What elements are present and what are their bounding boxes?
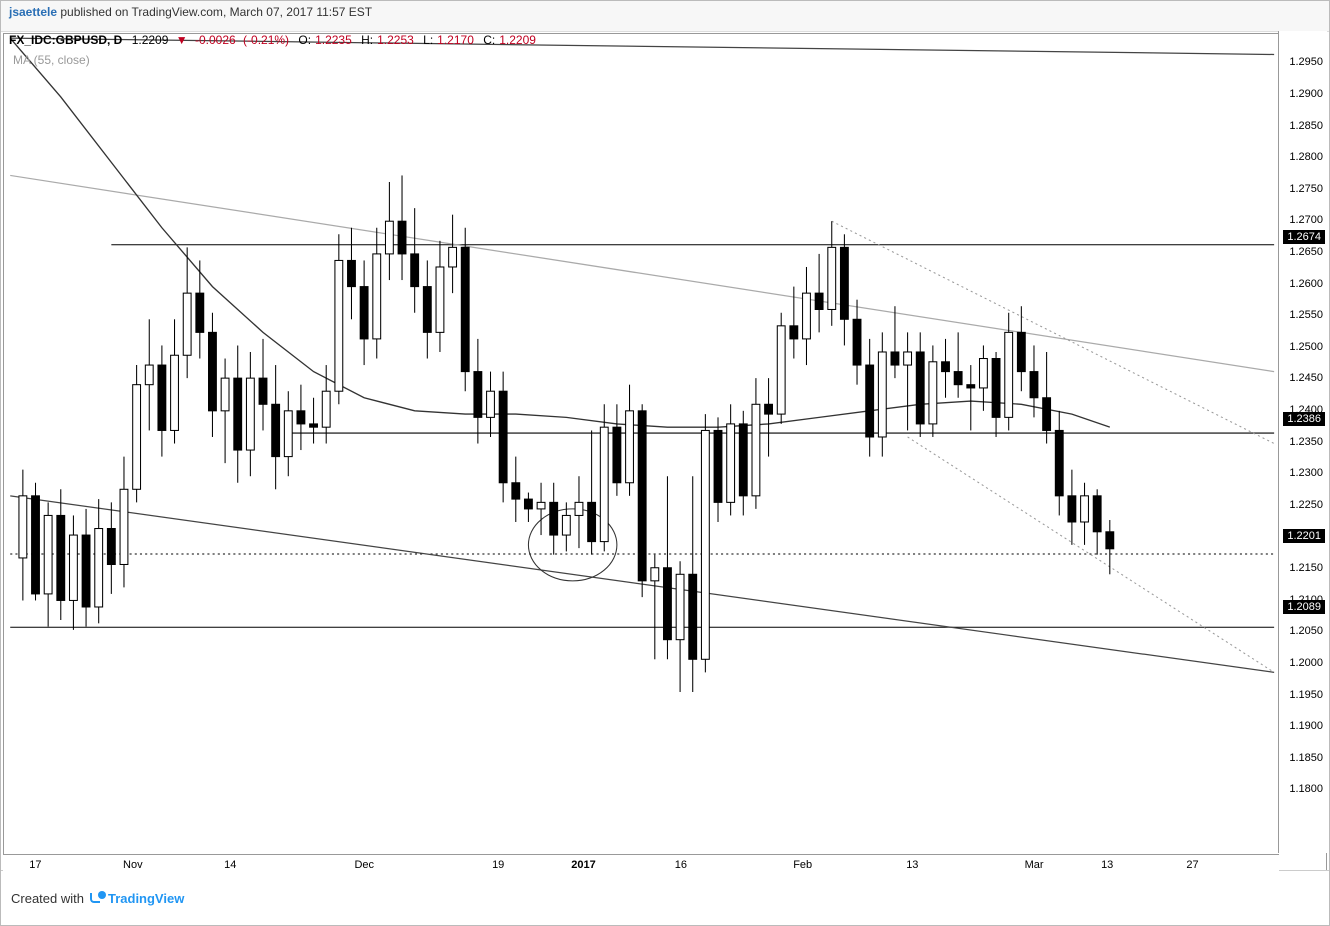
close-value: 1.2209 [499, 33, 536, 47]
publish-text: published on [57, 5, 132, 19]
y-tick: 1.2700 [1289, 214, 1323, 226]
x-tick: 13 [1101, 859, 1113, 871]
y-tick: 1.2650 [1289, 246, 1323, 258]
y-tick: 1.2950 [1289, 56, 1323, 68]
y-tick: 1.2000 [1289, 657, 1323, 669]
x-tick: Nov [123, 859, 143, 871]
price-label: 1.2201 [1283, 529, 1325, 543]
chart-svg[interactable] [4, 34, 1326, 882]
x-tick: Mar [1025, 859, 1044, 871]
y-tick: 1.2250 [1289, 499, 1323, 511]
publish-site[interactable]: TradingView.com [132, 5, 223, 19]
created-with-label: Created with [11, 891, 84, 906]
interval: , D [107, 33, 122, 47]
chart-window: jsaettele published on TradingView.com, … [0, 0, 1330, 926]
down-arrow-icon: ▼ [176, 33, 188, 47]
price-label: 1.2386 [1283, 412, 1325, 426]
x-tick: 19 [492, 859, 504, 871]
x-tick: 16 [675, 859, 687, 871]
x-tick: 17 [29, 859, 41, 871]
high-label: H: [361, 33, 373, 47]
y-tick: 1.2050 [1289, 625, 1323, 637]
price-change-pct: (-0.21%) [243, 33, 289, 47]
y-tick: 1.2350 [1289, 436, 1323, 448]
y-tick: 1.2150 [1289, 562, 1323, 574]
x-tick: Dec [354, 859, 374, 871]
high-value: 1.2253 [377, 33, 414, 47]
publish-bar: jsaettele published on TradingView.com, … [1, 1, 1329, 32]
y-tick: 1.2750 [1289, 183, 1323, 195]
open-value: 1.2235 [315, 33, 352, 47]
price-change: -0.0026 [195, 33, 236, 47]
publisher-user[interactable]: jsaettele [9, 5, 57, 19]
open-label: O: [298, 33, 311, 47]
y-tick: 1.1800 [1289, 783, 1323, 795]
tradingview-brand: TradingView [108, 891, 184, 906]
chart-pane[interactable] [3, 33, 1327, 883]
y-tick: 1.2850 [1289, 120, 1323, 132]
y-tick: 1.2600 [1289, 278, 1323, 290]
tradingview-icon [90, 891, 106, 903]
low-value: 1.2170 [437, 33, 474, 47]
y-tick: 1.2800 [1289, 151, 1323, 163]
price-axis[interactable]: 1.1800 1.1850 1.1900 1.1950 1.2000 1.2050 1.21… [1278, 31, 1327, 853]
price-label: 1.2089 [1283, 600, 1325, 614]
price-label: 1.2674 [1283, 230, 1325, 244]
y-tick: 1.2550 [1289, 309, 1323, 321]
x-tick: 27 [1186, 859, 1198, 871]
y-tick: 1.2300 [1289, 467, 1323, 479]
symbol-name[interactable]: FX_IDC:GBPUSD [9, 33, 107, 47]
low-label: L: [423, 33, 433, 47]
y-tick: 1.2450 [1289, 372, 1323, 384]
x-tick: 13 [906, 859, 918, 871]
symbol-info-bar: FX_IDC:GBPUSD, D 1.2209 ▼ -0.0026 (-0.21… [9, 33, 536, 47]
last-price: 1.2209 [132, 33, 169, 47]
y-tick: 1.1900 [1289, 720, 1323, 732]
y-tick: 1.2900 [1289, 88, 1323, 100]
x-tick: 14 [224, 859, 236, 871]
y-tick: 1.2500 [1289, 341, 1323, 353]
publish-date: , March 07, 2017 11:57 EST [223, 5, 372, 19]
ma-indicator-label[interactable]: MA (55, close) [13, 53, 90, 67]
y-tick: 1.1850 [1289, 752, 1323, 764]
time-axis[interactable]: 17 Nov 14 Dec 19 2017 16 Feb 13 Mar 13 27 [3, 854, 1279, 883]
x-tick: Feb [793, 859, 812, 871]
close-label: C: [483, 33, 495, 47]
tradingview-logo[interactable]: TradingView [90, 891, 184, 906]
y-tick: 1.1950 [1289, 689, 1323, 701]
x-tick: 2017 [571, 859, 595, 871]
